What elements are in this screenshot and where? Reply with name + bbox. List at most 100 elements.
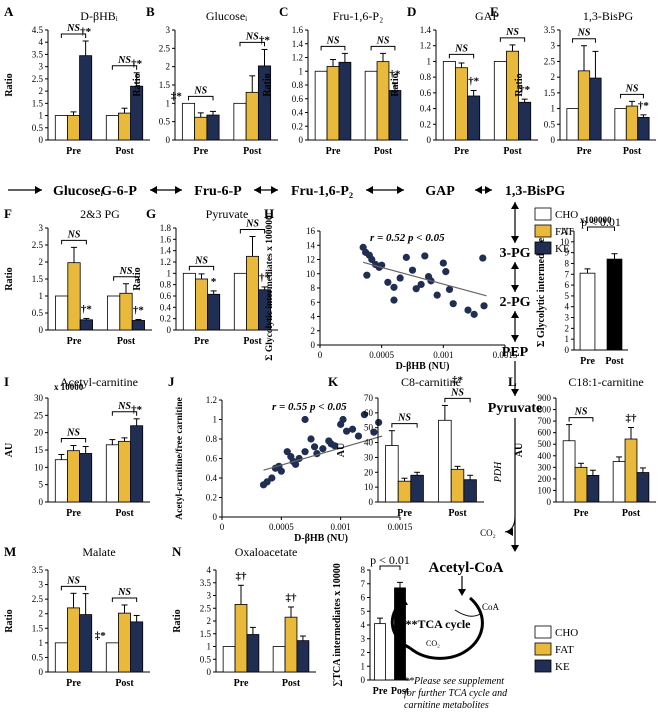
legend-swatch	[534, 625, 552, 639]
data-point	[354, 432, 363, 440]
y-tick-label: 2	[551, 72, 556, 82]
ns-bracket	[111, 65, 138, 70]
significance-mark: ‡†	[236, 570, 248, 582]
y-tick-label: 1.4	[160, 246, 172, 256]
bar-ke	[410, 474, 424, 503]
y-axis-label: AU	[514, 443, 525, 457]
y-axis-label: Ratio	[4, 609, 15, 632]
y-tick-label: 6	[311, 297, 316, 307]
bar-cho	[364, 70, 378, 141]
bar-cho	[54, 115, 68, 141]
bar-fat	[577, 70, 591, 141]
y-tick-label: 1	[361, 661, 366, 671]
data-point	[291, 460, 300, 468]
y-tick-label: 1.5	[32, 98, 44, 108]
panel-H: H 0 2 4 6 8 10 12 14 16 0 0.0005 0.001 0.0015 D-βHB (N…	[264, 206, 518, 372]
bar-cho	[233, 102, 247, 141]
x-tick-label: Pre	[577, 146, 592, 157]
significance-mark: †*	[131, 404, 143, 416]
y-tick-label: 50	[364, 423, 374, 433]
legend-swatch	[534, 241, 552, 255]
panel-letter: B	[146, 4, 155, 19]
y-tick-label: 3	[551, 41, 556, 51]
panel-N: N 0 0.5 1 1.5 2 2.5 3 3.5 4 Oxaloacetate Ratio Pre ‡†…	[172, 544, 316, 689]
bar-ke	[589, 77, 602, 141]
arrow-head	[511, 311, 519, 318]
y-tick-label: 1.5	[32, 274, 44, 284]
y-tick-label: 3	[39, 580, 44, 590]
x-tick-label: 0.001	[331, 522, 351, 532]
y-tick-label: 3	[565, 313, 570, 323]
y-tick-label: 3	[39, 223, 44, 233]
y-tick-label: 0.4	[160, 302, 172, 312]
y-tick-label: 0	[369, 497, 374, 507]
arrow-head	[511, 236, 519, 243]
arrow-head	[511, 202, 519, 209]
ns-label: NS	[67, 229, 81, 240]
bar-ke	[79, 614, 93, 673]
y-tick-label: 2.5	[32, 240, 44, 250]
legend-swatch	[534, 207, 552, 221]
x-tick-label: Post	[448, 508, 467, 519]
x-tick-label: Post	[622, 508, 641, 519]
bar-fat	[118, 440, 131, 503]
x-tick-label: Pre	[66, 508, 81, 519]
panel-title: Fru-1,6-P₂	[333, 9, 384, 23]
y-tick-label: 1.2	[292, 53, 303, 63]
arrow-head	[485, 186, 492, 194]
bar-fat	[326, 66, 340, 141]
panel-K: K 0 10 20 30 40 50 60 70 C8-carnitine AU Pre NS Post N…	[328, 374, 484, 519]
data-point	[310, 443, 319, 451]
bar-cho	[54, 642, 68, 673]
x-tick-label: Post	[117, 336, 136, 347]
significance-mark: †*	[468, 76, 480, 88]
y-tick-label: 1.2	[420, 41, 431, 51]
y-tick-label: 7	[361, 579, 366, 589]
data-point	[464, 306, 472, 314]
data-point	[375, 263, 383, 271]
ns-label: NS	[577, 28, 591, 39]
y-tick-label: 0	[361, 675, 366, 685]
x-tick-label: Post	[243, 336, 262, 347]
pathway-node: 3-PG	[499, 246, 530, 261]
bar-fat	[245, 91, 259, 141]
y-tick-label: 1	[39, 111, 44, 121]
ns-bracket	[111, 411, 138, 416]
data-point	[319, 445, 327, 453]
panel-letter: E	[490, 4, 499, 19]
legend-swatch	[534, 224, 552, 238]
data-point	[360, 411, 368, 419]
panel-letter: M	[4, 544, 16, 559]
data-point	[470, 310, 478, 318]
tca-cycle-arc	[409, 596, 484, 660]
legend-label: FAT	[555, 644, 574, 656]
pathway-node: 2-PG	[499, 295, 530, 310]
panel-title: p < 0.01	[581, 215, 621, 229]
x-tick-label: Pre	[574, 508, 589, 519]
bar-ke	[246, 634, 260, 673]
x-tick-label: Pre	[397, 508, 412, 519]
y-tick-label: 0.2	[160, 314, 171, 324]
y-axis-label: Σ Glycolytic intermediates x 100000	[265, 215, 275, 361]
co2-arrow	[504, 515, 516, 533]
y-tick-label: 2	[166, 62, 171, 72]
bar-fat	[284, 616, 298, 673]
data-point	[363, 271, 371, 279]
y-tick-label: 2.5	[32, 594, 44, 604]
significance-mark: †*	[389, 69, 401, 81]
data-point	[449, 300, 457, 308]
significance-mark: †*	[259, 272, 271, 284]
bar-cho	[442, 61, 456, 141]
y-tick-label: 10	[364, 482, 374, 492]
arrow-head	[511, 262, 519, 269]
significance-mark: ‡*	[95, 630, 107, 642]
y-tick-label: 1.5	[544, 88, 556, 98]
y-tick-label: 2	[207, 616, 212, 626]
ns-label: NS	[119, 266, 133, 277]
bar-fat	[625, 105, 639, 141]
y-tick-label: 0	[167, 325, 172, 335]
y-tick-label: 1	[299, 66, 304, 76]
bar-fat	[67, 262, 81, 331]
